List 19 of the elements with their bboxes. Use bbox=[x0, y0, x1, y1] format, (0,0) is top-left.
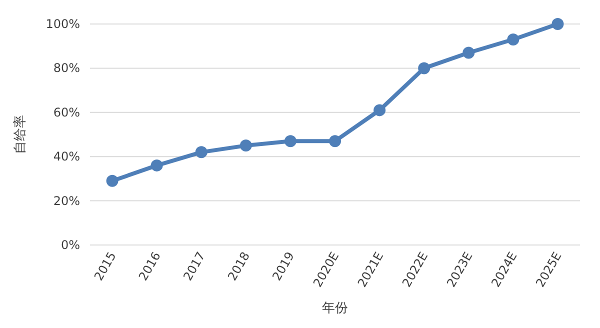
y-tick-label: 20% bbox=[53, 194, 80, 208]
y-tick-label: 80% bbox=[53, 61, 80, 76]
point bbox=[507, 33, 520, 46]
point bbox=[195, 146, 208, 158]
y-tick-label: 0% bbox=[60, 238, 80, 252]
point bbox=[374, 104, 386, 116]
y-tick-label: 40% bbox=[53, 150, 80, 164]
point bbox=[284, 135, 296, 148]
y-tick-label: 60% bbox=[53, 105, 80, 120]
x-axis-title: 年份 bbox=[322, 301, 348, 316]
point bbox=[418, 62, 430, 74]
y-tick-label: 100% bbox=[46, 17, 80, 31]
point bbox=[150, 159, 163, 172]
point bbox=[106, 174, 118, 187]
y-axis-title: 自给率 bbox=[12, 115, 28, 154]
point bbox=[240, 140, 252, 152]
point bbox=[552, 18, 564, 30]
point bbox=[462, 46, 475, 59]
point bbox=[329, 135, 341, 148]
